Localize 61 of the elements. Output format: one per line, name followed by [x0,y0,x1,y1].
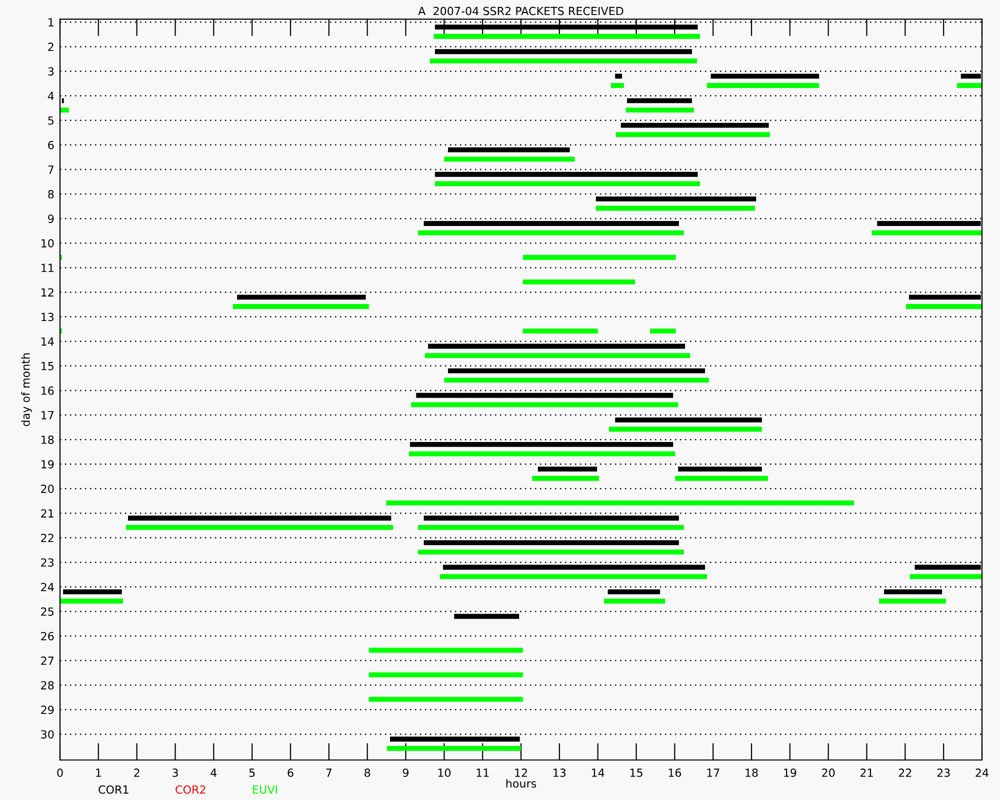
y-tick-label: 20 [41,484,54,494]
x-tick-label: 24 [976,768,988,777]
y-tick-label: 26 [41,632,54,640]
x-tick-label: 13 [554,768,566,777]
y-tick-label: 28 [41,681,54,690]
x-tick-label: 4 [210,768,217,777]
legend-label: COR2 [176,785,206,794]
x-tick-label: 22 [898,768,912,777]
x-tick-label: 14 [592,768,604,777]
x-tick-label: 15 [630,768,642,777]
y-tick-label: 10 [42,239,54,248]
y-tick-label: 19 [42,460,54,468]
y-tick-label: 23 [41,558,54,567]
x-tick-label: 2 [134,768,140,777]
y-tick-label: 14 [42,337,54,346]
x-tick-label: 18 [746,768,758,777]
y-tick-label: 22 [41,534,54,542]
y-tick-label: 15 [42,362,54,370]
x-tick-label: 20 [822,768,835,777]
y-tick-label: 7 [48,166,54,174]
x-tick-label: 5 [249,768,255,777]
y-tick-label: 17 [42,411,54,420]
y-tick-label: 30 [41,730,54,739]
x-tick-label: 10 [438,768,450,777]
text: COR1 [98,785,128,794]
y-tick-label: 3 [48,67,54,76]
x-tick-label: 6 [288,768,294,777]
y-tick-label: 1 [48,18,54,26]
y-tick-label: 12 [42,288,54,296]
x-tick-label: 0 [57,768,63,777]
x-tick-label: 9 [402,768,409,777]
y-tick-label: 13 [42,312,54,322]
y-tick-label: 9 [48,214,54,223]
x-tick-label: 19 [784,768,796,777]
y-tick-label: 18 [42,436,54,444]
x-tick-label: 8 [364,768,370,777]
x-axis-title: hours [506,779,536,788]
y-tick-label: 5 [48,116,54,125]
x-tick-label: 16 [668,768,682,777]
x-tick-label: 12 [515,768,527,777]
y-tick-label: 21 [41,509,54,518]
x-tick-label: 1 [96,768,101,777]
x-tick-label: 21 [860,768,873,777]
text: EUVI [253,786,277,794]
y-tick-label: 2 [48,42,54,51]
y-tick-label: 29 [41,706,54,714]
y-tick-label: 16 [42,386,54,395]
y-axis-title: day of month [21,353,32,426]
y-tick-label: 11 [42,264,54,272]
x-tick-label: 3 [172,768,178,777]
y-tick-label: 6 [48,140,54,150]
y-tick-label: 4 [48,92,54,100]
x-tick-label: 11 [476,768,489,777]
x-tick-label: 17 [707,768,720,777]
x-tick-label: 7 [326,768,332,777]
y-tick-label: 8 [48,190,54,198]
x-tick-label: 23 [937,768,950,777]
y-tick-label: 25 [41,607,54,616]
chart-title: A 2007-04 SSR2 PACKETS RECEIVED [418,6,624,16]
y-tick-label: 24 [41,582,54,592]
y-tick-label: 27 [41,656,54,665]
